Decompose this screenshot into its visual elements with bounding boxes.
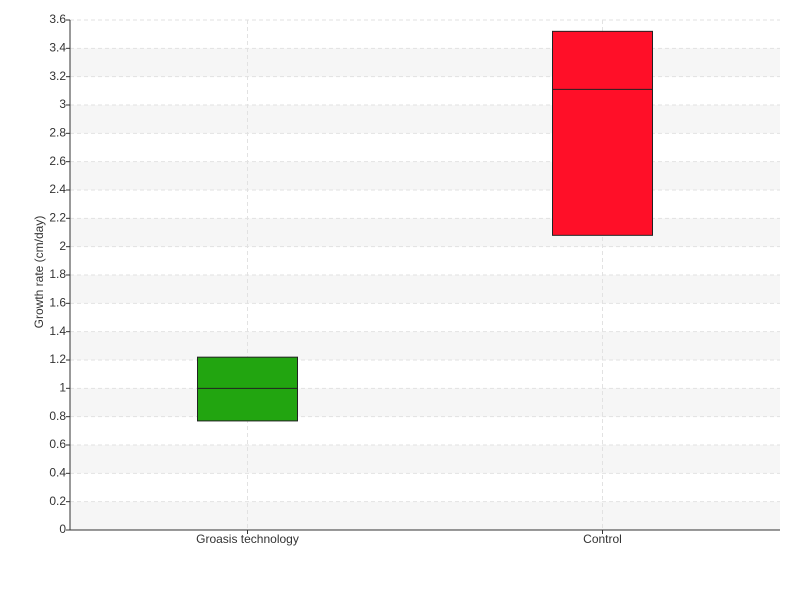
grid-band [70, 445, 780, 474]
grid-band [70, 331, 780, 360]
y-tick-label: 1.8 [49, 267, 66, 281]
y-tick-label: 3.4 [49, 41, 66, 55]
y-tick-label: 3.6 [49, 12, 66, 26]
y-tick-label: 2.4 [49, 182, 66, 196]
y-tick-label: 3 [59, 97, 66, 111]
y-tick-label: 3.2 [49, 69, 66, 83]
y-tick-label: 0.4 [49, 466, 66, 480]
y-tick-label: 1.2 [49, 352, 66, 366]
y-tick-label: 2.6 [49, 154, 66, 168]
y-tick-label: 0.8 [49, 409, 66, 423]
y-tick-label: 0 [59, 522, 66, 536]
y-tick-label: 2.2 [49, 211, 66, 225]
y-tick-label: 0.6 [49, 437, 66, 451]
grid-band [70, 161, 780, 190]
grid-band [70, 388, 780, 417]
y-tick-label: 2.8 [49, 126, 66, 140]
box [552, 30, 653, 236]
grid-band [70, 218, 780, 247]
grid-band [70, 501, 780, 530]
x-tick-label: Groasis technology [196, 532, 299, 546]
grid-band [70, 275, 780, 304]
box [197, 356, 298, 422]
y-tick-label: 2 [59, 239, 66, 253]
grid-band [70, 105, 780, 134]
y-tick-label: 1 [59, 381, 66, 395]
y-tick-label: 0.2 [49, 494, 66, 508]
grid-band [70, 48, 780, 77]
y-tick-label: 1.4 [49, 324, 66, 338]
y-tick-label: 1.6 [49, 296, 66, 310]
y-axis-label: Growth rate (cm/day) [32, 216, 46, 329]
x-tick-label: Control [583, 532, 622, 546]
